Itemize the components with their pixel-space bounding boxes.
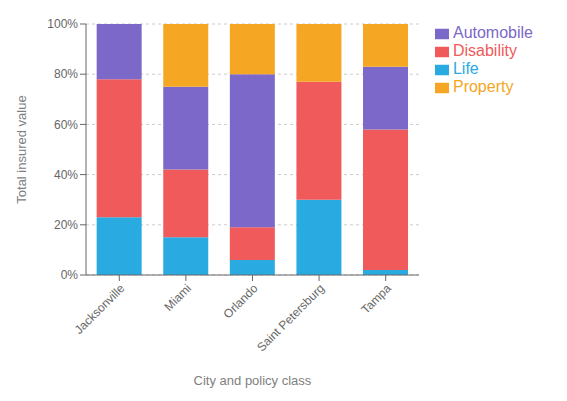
- html-text:Life: Life: [453, 60, 479, 77]
- html-text:Disability: Disability: [453, 42, 517, 59]
- svg-text:Total insured value: Total insured value: [14, 95, 29, 203]
- svg-text:40%: 40%: [54, 168, 78, 182]
- svg-text:Tampa: Tampa: [358, 281, 394, 317]
- html-text:Property: Property: [453, 78, 514, 95]
- html-text:Automobile: Automobile: [453, 24, 533, 41]
- svg-text:Jacksonville: Jacksonville: [72, 281, 128, 337]
- svg-text:Miami: Miami: [162, 281, 195, 314]
- svg-text:0%: 0%: [61, 268, 79, 282]
- svg-text:100%: 100%: [47, 17, 78, 31]
- svg-text:20%: 20%: [54, 218, 78, 232]
- svg-text:60%: 60%: [54, 118, 78, 132]
- svg-text:Saint Petersburg: Saint Petersburg: [254, 281, 327, 354]
- svg-text:Orlando: Orlando: [221, 281, 261, 321]
- svg-text:80%: 80%: [54, 67, 78, 81]
- svg-text:City and policy class: City and policy class: [194, 373, 312, 388]
